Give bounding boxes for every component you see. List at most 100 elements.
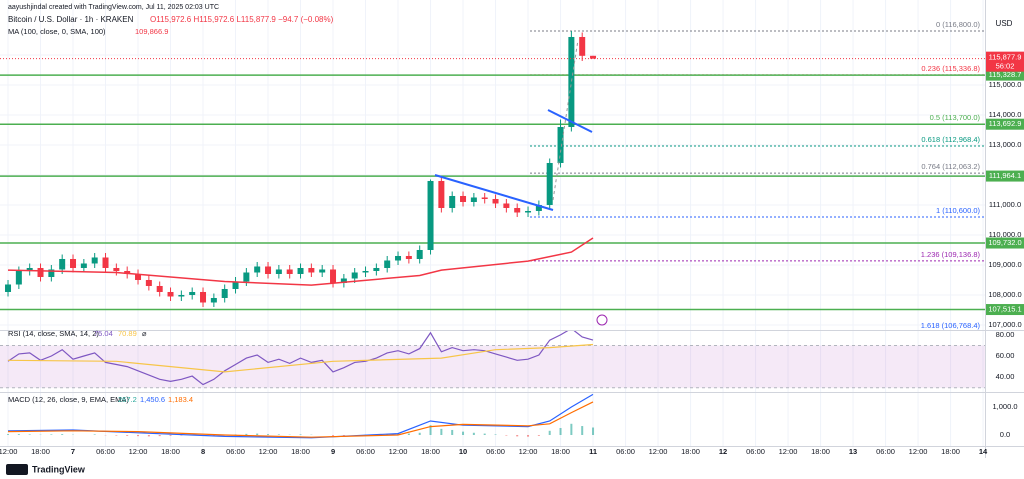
candle-body bbox=[590, 55, 597, 59]
histogram-bar bbox=[267, 434, 270, 435]
candle-body bbox=[460, 195, 467, 202]
axes: 12:00 18:00 7 06:00 12:00 18:00 8 06:00 12:00 18:… bbox=[0, 50, 1024, 456]
candle-body bbox=[265, 266, 272, 274]
histogram-bar bbox=[137, 434, 140, 437]
x-tick-label: 18:00 bbox=[161, 447, 180, 456]
brand: TradingView bbox=[32, 464, 86, 474]
fib-label: 1 (110,600.0) bbox=[936, 206, 981, 215]
ohlc: O115,972.6 H115,972.6 L115,877.9 −94.7 (… bbox=[150, 15, 334, 24]
candle-body bbox=[70, 258, 77, 268]
candle-body bbox=[351, 272, 358, 279]
level-box bbox=[986, 118, 1024, 130]
candle-body bbox=[91, 257, 98, 264]
candle-body bbox=[503, 203, 510, 208]
histogram-bar bbox=[17, 434, 20, 435]
x-tick-label: 06:00 bbox=[356, 447, 375, 456]
candle-body bbox=[362, 270, 369, 273]
candle-body bbox=[438, 180, 445, 208]
candle-body bbox=[59, 258, 66, 270]
candle-body bbox=[405, 255, 412, 259]
level-label: 113,692.9 bbox=[989, 119, 1022, 128]
x-tick-label: 7 bbox=[71, 447, 75, 456]
histogram-bar bbox=[277, 434, 280, 435]
candle-body bbox=[275, 269, 282, 274]
candle-body bbox=[535, 204, 542, 211]
candle-body bbox=[5, 284, 12, 292]
histogram-bar bbox=[61, 434, 64, 435]
x-tick-label: 18:00 bbox=[681, 447, 700, 456]
candle-body bbox=[26, 267, 33, 271]
last-price-label: 115,877.9 bbox=[989, 53, 1022, 62]
x-tick-label: 06:00 bbox=[616, 447, 635, 456]
histogram-bar bbox=[7, 434, 10, 435]
rsi-pane bbox=[0, 331, 985, 389]
level-label: 107,515.1 bbox=[988, 305, 1021, 314]
candle-body bbox=[221, 288, 228, 298]
x-tick-label: 12:00 bbox=[129, 447, 148, 456]
last-price-box bbox=[986, 51, 1024, 72]
histogram-bar bbox=[483, 433, 486, 435]
candle-body bbox=[492, 198, 499, 204]
trendline bbox=[547, 109, 593, 133]
x-tick-label: 12:00 bbox=[389, 447, 408, 456]
x-tick-label: 18:00 bbox=[421, 447, 440, 456]
fib-label: 0 (116,800.0) bbox=[936, 20, 981, 29]
pane-title: RSI (14, close, SMA, 14, 2) bbox=[8, 329, 99, 338]
candle-body bbox=[167, 291, 174, 297]
histogram-bar bbox=[180, 434, 183, 436]
rsi-band bbox=[0, 345, 985, 388]
indicator-value: 75.04 bbox=[94, 329, 113, 338]
candle-body bbox=[232, 281, 239, 289]
candle-body bbox=[308, 267, 315, 273]
x-tick-label: 18:00 bbox=[31, 447, 50, 456]
fib-label: 1.236 (109,136.8) bbox=[921, 250, 981, 259]
candle-body bbox=[330, 269, 337, 283]
candle-body bbox=[145, 279, 152, 286]
x-tick-label: 06:00 bbox=[876, 447, 895, 456]
x-tick-label: 14 bbox=[979, 447, 988, 456]
candle-body bbox=[113, 267, 120, 271]
candle-body bbox=[568, 36, 575, 127]
histogram-bar bbox=[342, 434, 345, 436]
x-tick-label: 12 bbox=[719, 447, 727, 456]
histogram-bar bbox=[570, 423, 573, 435]
histogram-bar bbox=[472, 432, 475, 435]
histogram-bar bbox=[245, 433, 248, 435]
level-box bbox=[986, 304, 1024, 316]
x-tick-label: 18:00 bbox=[811, 447, 830, 456]
y-tick-label: 1,000.0 bbox=[992, 402, 1017, 411]
y-tick-label: 0.0 bbox=[1000, 430, 1010, 439]
fib-label: 0.618 (112,968.4) bbox=[921, 135, 980, 144]
x-tick-label: 12:00 bbox=[0, 447, 17, 456]
histogram-bar bbox=[147, 434, 150, 437]
trendlines bbox=[434, 39, 608, 326]
x-tick-label: 10 bbox=[459, 447, 467, 456]
candle-body bbox=[189, 291, 196, 295]
logo bbox=[6, 464, 28, 475]
candle-body bbox=[546, 162, 553, 205]
histogram-bar bbox=[115, 434, 118, 436]
candle-body bbox=[210, 297, 217, 303]
histogram-bar bbox=[462, 431, 465, 435]
x-tick-label: 18:00 bbox=[941, 447, 960, 456]
ma-line bbox=[7, 237, 594, 286]
level-label: 109,732.0 bbox=[988, 238, 1021, 247]
level-box bbox=[986, 237, 1024, 249]
x-tick-label: 8 bbox=[201, 447, 205, 456]
histogram-bar bbox=[418, 432, 421, 435]
y-tick-label: 40.00 bbox=[996, 372, 1015, 381]
candle-body bbox=[254, 266, 261, 273]
candle-body bbox=[470, 197, 477, 202]
credit: aayushjindal created with TradingView.co… bbox=[8, 4, 219, 11]
candle-body bbox=[297, 267, 304, 274]
fib-label: 1.618 (106,768.4) bbox=[921, 321, 981, 330]
candle-body bbox=[178, 294, 185, 297]
x-tick-label: 12:00 bbox=[519, 447, 538, 456]
indicator-line bbox=[7, 401, 594, 438]
x-tick-label: 13 bbox=[849, 447, 857, 456]
histogram-bar bbox=[559, 427, 562, 435]
candle-body bbox=[525, 210, 532, 213]
indicator-line bbox=[7, 343, 594, 373]
indicator-value: 70.89 bbox=[118, 329, 137, 338]
